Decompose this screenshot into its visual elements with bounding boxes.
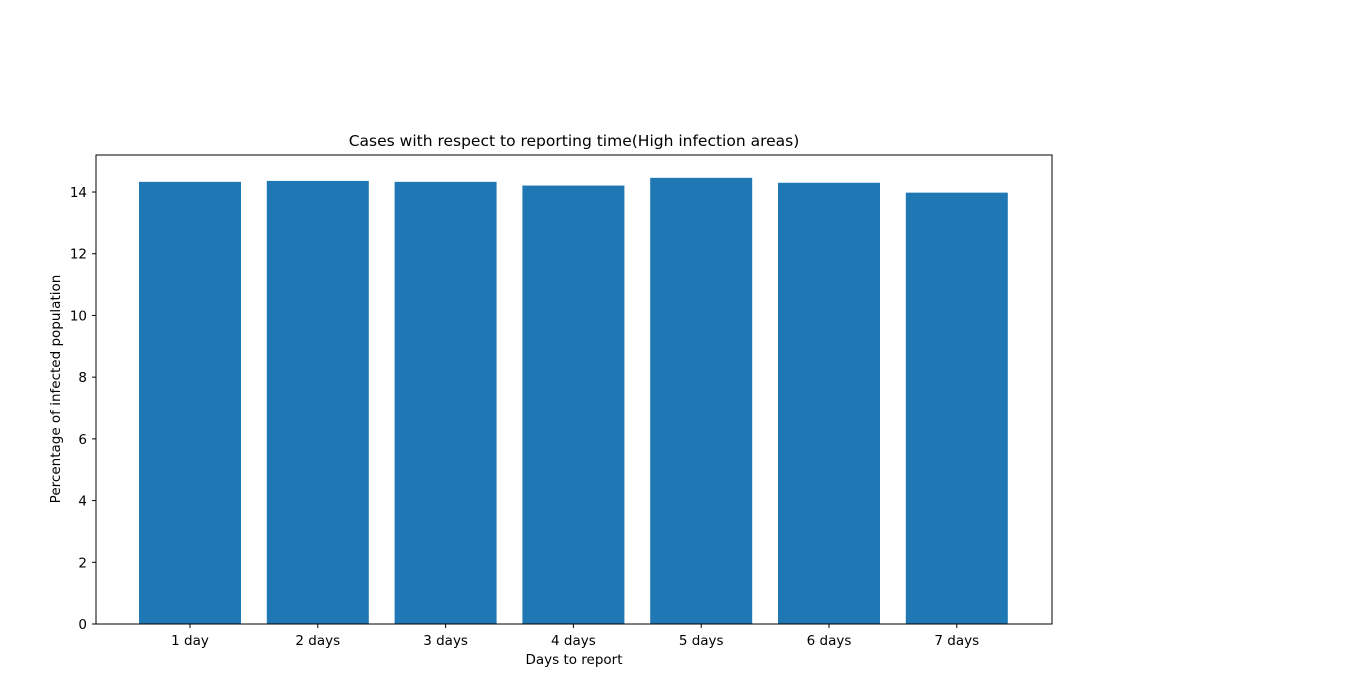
bar-6 bbox=[778, 182, 880, 625]
bar-3 bbox=[394, 181, 497, 624]
bar-2 bbox=[266, 180, 369, 624]
y-tick-label: 12 bbox=[70, 247, 87, 263]
y-axis-label: Percentage of infected population bbox=[48, 275, 64, 504]
bar-4 bbox=[522, 185, 625, 625]
bar-5 bbox=[650, 177, 753, 625]
y-tick-label: 6 bbox=[78, 432, 87, 448]
plot-area: 1 day 2 days 3 days 4 days 5 days 6 days 7 day… bbox=[70, 154, 1053, 649]
chart-title: Cases with respect to reporting time(Hig… bbox=[349, 132, 800, 150]
x-tick-label: 1 day bbox=[171, 633, 209, 649]
bar-7 bbox=[905, 192, 1008, 624]
y-tick-label: 0 bbox=[78, 617, 87, 633]
bar-1 bbox=[139, 181, 241, 624]
x-tick-label: 7 days bbox=[934, 633, 979, 649]
x-tick-label: 3 days bbox=[423, 633, 468, 649]
y-tick-label: 2 bbox=[78, 555, 87, 571]
plot-frame bbox=[95, 154, 1053, 625]
y-tick-label: 4 bbox=[78, 494, 87, 510]
x-tick-label: 5 days bbox=[679, 633, 724, 649]
y-tick-label: 14 bbox=[70, 185, 87, 201]
y-tick-label: 10 bbox=[70, 308, 87, 324]
y-tick-label: 8 bbox=[78, 370, 87, 386]
x-tick-label: 6 days bbox=[807, 633, 852, 649]
x-tick-label: 4 days bbox=[551, 633, 596, 649]
x-axis-label: Days to report bbox=[525, 652, 622, 668]
x-tick-label: 2 days bbox=[295, 633, 340, 649]
